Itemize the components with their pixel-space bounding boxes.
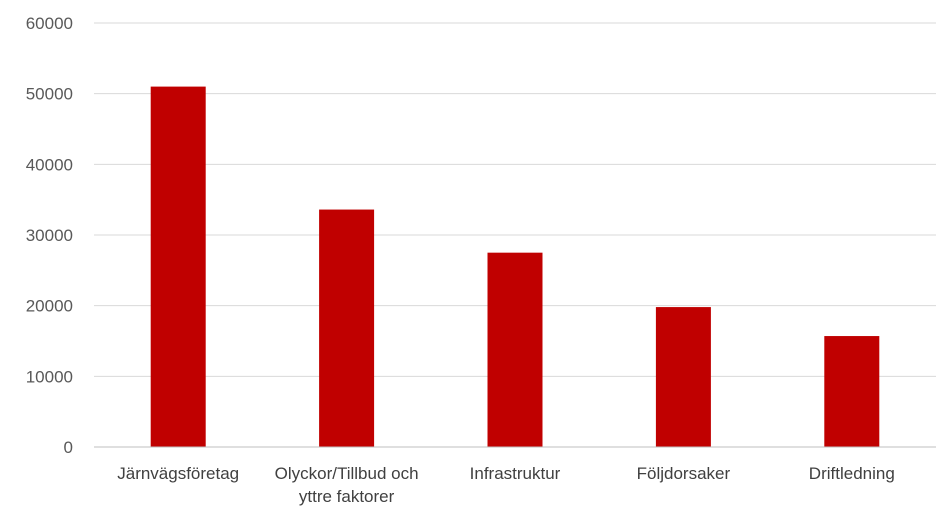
y-tick-label: 40000 [26,155,73,174]
x-category-label: Följdorsaker [637,464,731,483]
y-axis-tick-labels: 0 10000 20000 30000 40000 50000 60000 [26,14,73,457]
gridlines [94,22,936,377]
y-tick-label: 30000 [26,226,73,245]
bar [150,86,206,447]
y-tick-label: 50000 [26,85,73,104]
bar [655,307,711,447]
y-tick-label: 60000 [26,14,73,33]
y-tick-label: 20000 [26,297,73,316]
y-tick-label: 0 [64,438,73,457]
x-category-label: Driftledning [809,464,895,483]
bar [319,209,375,447]
bar [824,336,880,447]
x-category-label: Olyckor/Tillbud och [275,464,419,483]
bar [487,252,543,447]
x-category-label: yttre faktorer [299,487,395,506]
x-axis-category-labels: Järnvägsföretag Olyckor/Tillbud och yttre … [117,464,895,506]
y-tick-label: 10000 [26,367,73,386]
bars [150,86,880,447]
x-category-label: Infrastruktur [470,464,561,483]
x-category-label: Järnvägsföretag [117,464,239,483]
